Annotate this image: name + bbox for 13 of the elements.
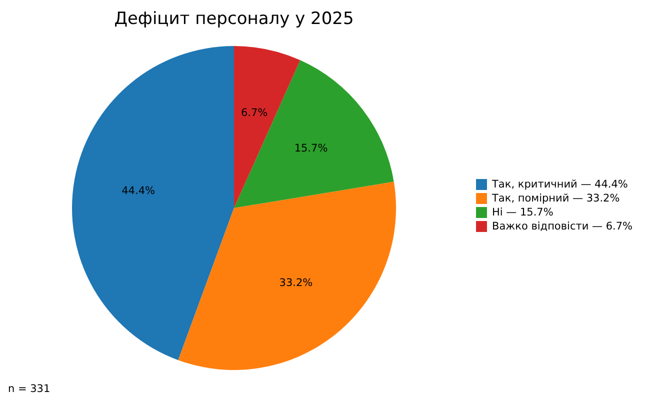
data-label: 33.2% — [279, 276, 313, 289]
pie-slice — [72, 46, 234, 360]
pie-slice — [178, 182, 396, 370]
data-label: 44.4% — [122, 184, 155, 197]
pie-slice — [234, 60, 394, 208]
legend-label: Важко відповісти — 6.7% — [492, 220, 633, 232]
legend-label: Так, критичний — 44.4% — [491, 178, 628, 190]
data-label: 6.7% — [240, 106, 268, 119]
chart-title: Дефіцит персоналу у 2025 — [114, 9, 354, 29]
legend-label: Ні — 15.7% — [492, 206, 554, 218]
text: n = 331 — [8, 383, 50, 395]
legend-label: Так, помірний — 33.2% — [491, 192, 620, 204]
data-label: 15.7% — [294, 142, 328, 155]
